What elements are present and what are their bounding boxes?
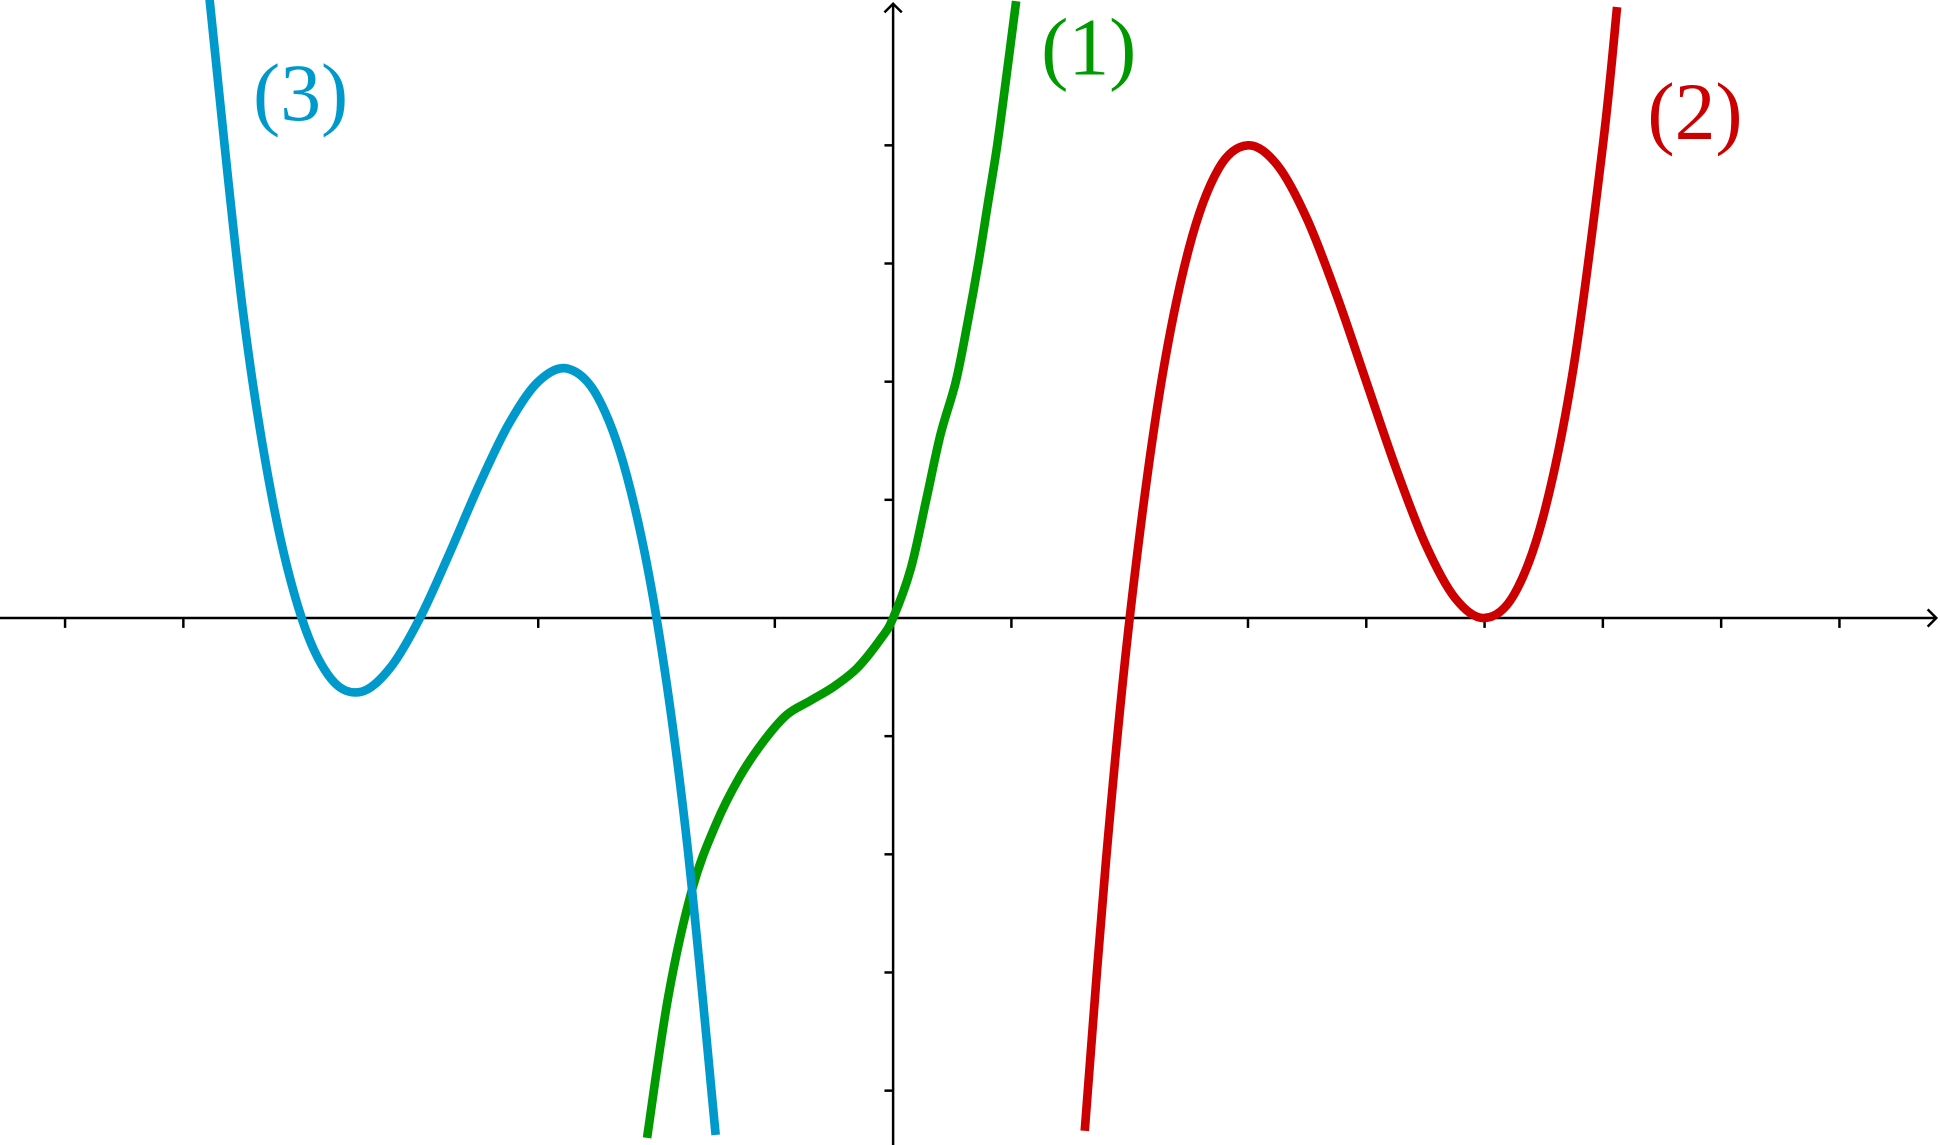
curve-label: (1) <box>1041 1 1136 92</box>
curve-label: (3) <box>253 47 348 138</box>
y-axis-arrow <box>883 1 903 14</box>
curve-label: (2) <box>1647 66 1742 157</box>
curve <box>205 0 720 1136</box>
curve <box>642 0 1021 1139</box>
curve <box>1080 6 1622 1132</box>
x-axis-arrow <box>1926 608 1939 628</box>
